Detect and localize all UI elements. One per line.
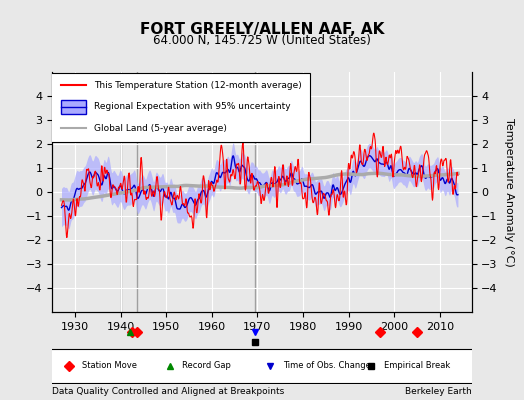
FancyBboxPatch shape (50, 73, 310, 142)
Text: Regional Expectation with 95% uncertainty: Regional Expectation with 95% uncertaint… (94, 102, 291, 111)
Text: 64.000 N, 145.725 W (United States): 64.000 N, 145.725 W (United States) (153, 34, 371, 47)
FancyBboxPatch shape (48, 350, 476, 382)
Text: Berkeley Earth: Berkeley Earth (405, 387, 472, 396)
Text: Global Land (5-year average): Global Land (5-year average) (94, 124, 227, 133)
Text: Time of Obs. Change: Time of Obs. Change (283, 362, 371, 370)
Text: Empirical Break: Empirical Break (384, 362, 450, 370)
Bar (61, 100, 86, 114)
Text: Station Move: Station Move (82, 362, 137, 370)
Text: This Temperature Station (12-month average): This Temperature Station (12-month avera… (94, 81, 302, 90)
Text: FORT GREELY/ALLEN AAF, AK: FORT GREELY/ALLEN AAF, AK (140, 22, 384, 37)
Text: Data Quality Controlled and Aligned at Breakpoints: Data Quality Controlled and Aligned at B… (52, 387, 285, 396)
Text: Record Gap: Record Gap (182, 362, 231, 370)
Y-axis label: Temperature Anomaly (°C): Temperature Anomaly (°C) (505, 118, 515, 266)
